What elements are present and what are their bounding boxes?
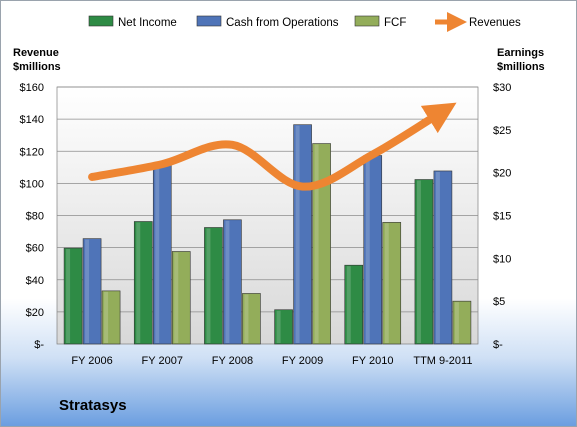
bar-highlight	[416, 180, 421, 343]
y-right-tick-label: $25	[493, 125, 511, 137]
y-right-axis-title: Earnings	[497, 47, 544, 59]
grid-lines	[57, 86, 478, 313]
y-left-tick-label: $160	[20, 82, 44, 94]
bar-highlight	[85, 239, 90, 343]
bar-body	[63, 247, 83, 345]
bar-fcf-3	[312, 143, 331, 345]
bar-highlight	[454, 302, 459, 343]
bar-body	[293, 124, 312, 345]
bar-body	[274, 309, 293, 345]
bar-highlight	[295, 125, 300, 344]
bar-body	[312, 143, 331, 345]
bar-highlight	[365, 156, 370, 343]
bar-fcf-2	[242, 293, 261, 345]
x-tick-label: FY 2006	[71, 355, 112, 367]
bar-fcf-4	[382, 222, 402, 345]
bar-highlight	[384, 223, 389, 343]
bar-cash-from-operations-1	[152, 164, 172, 345]
bar-body	[242, 293, 261, 345]
bar-highlight	[174, 252, 179, 343]
bar-highlight	[104, 291, 109, 343]
x-tick-label: TTM 9-2011	[413, 355, 472, 367]
bar-fcf-1	[171, 251, 191, 345]
bar-net-income-4	[344, 264, 364, 345]
legend-swatch	[354, 15, 380, 27]
legend-label: FCF	[384, 17, 406, 29]
bar-body	[82, 238, 102, 345]
legend: Net Income Cash from Operations FCF Revenue…	[88, 12, 521, 32]
legend-label: Cash from Operations	[226, 17, 339, 29]
bar-body	[414, 179, 434, 345]
bar-series	[63, 124, 472, 345]
x-tick-label: FY 2008	[212, 355, 253, 367]
y-right-tick-label: $5	[493, 296, 505, 308]
x-tick-label: FY 2007	[142, 355, 183, 367]
bar-cash-from-operations-3	[293, 124, 312, 345]
axes: $- $20 $40 $60 $80 $100 $120 $140 $160 $- $5 $10 $15…	[13, 47, 545, 367]
legend-label: Revenues	[469, 17, 521, 29]
revenue-line-path	[88, 102, 457, 191]
y-right-axis-title: $millions	[497, 61, 545, 73]
y-left-tick-label: $100	[20, 178, 44, 190]
bar-body	[452, 300, 472, 345]
bar-highlight	[66, 249, 71, 343]
y-left-tick-label: $-	[34, 339, 44, 351]
legend-item-fcf: FCF	[354, 15, 406, 29]
y-left-tick-label: $120	[20, 146, 44, 158]
legend-item-cash-from-operations: Cash from Operations	[196, 15, 339, 29]
y-left-tick-label: $140	[20, 114, 44, 126]
bar-cash-from-operations-4	[363, 155, 383, 345]
bar-cash-from-operations-0	[82, 238, 102, 345]
bar-body	[133, 221, 153, 345]
y-right-tick-label: $30	[493, 82, 511, 94]
bar-net-income-5	[414, 179, 434, 345]
bar-highlight	[136, 222, 141, 343]
bar-highlight	[435, 171, 440, 343]
legend-item-revenues: Revenues	[435, 12, 521, 32]
y-left-tick-label: $60	[26, 243, 44, 255]
bar-highlight	[276, 310, 281, 343]
bar-highlight	[155, 165, 160, 343]
bar-cash-from-operations-2	[223, 219, 242, 345]
legend-swatch	[88, 15, 114, 27]
bar-body	[382, 222, 402, 345]
y-left-tick-label: $20	[26, 307, 44, 319]
y-right-tick-label: $20	[493, 168, 511, 180]
bar-net-income-1	[133, 221, 153, 345]
legend-label: Net Income	[118, 17, 177, 29]
bar-net-income-2	[204, 227, 223, 345]
bar-body	[433, 170, 453, 345]
bar-highlight	[244, 294, 249, 343]
company-name: Stratasys	[59, 397, 127, 414]
bar-fcf-5	[452, 300, 472, 345]
bar-body	[223, 219, 242, 345]
y-left-axis-title: $millions	[13, 61, 61, 73]
legend-item-net-income: Net Income	[88, 15, 177, 29]
bar-cash-from-operations-5	[433, 170, 453, 345]
bar-net-income-0	[63, 247, 83, 345]
bar-highlight	[225, 220, 230, 343]
y-right-tick-label: $10	[493, 253, 511, 265]
bar-net-income-3	[274, 309, 293, 345]
x-tick-label: FY 2010	[352, 355, 393, 367]
y-left-axis-title: Revenue	[13, 47, 59, 59]
bar-highlight	[346, 266, 351, 343]
bar-body	[171, 251, 191, 345]
bar-body	[344, 264, 364, 345]
bar-body	[204, 227, 223, 345]
y-right-tick-label: $15	[493, 211, 511, 223]
y-left-tick-label: $80	[26, 211, 44, 223]
x-tick-label: FY 2009	[282, 355, 323, 367]
y-left-tick-label: $40	[26, 275, 44, 287]
bar-body	[101, 290, 121, 345]
bar-highlight	[314, 144, 319, 343]
legend-swatch	[196, 15, 222, 27]
y-right-tick-label: $-	[493, 339, 503, 351]
bar-fcf-0	[101, 290, 121, 345]
bar-highlight	[206, 228, 211, 343]
revenue-line	[88, 102, 457, 191]
